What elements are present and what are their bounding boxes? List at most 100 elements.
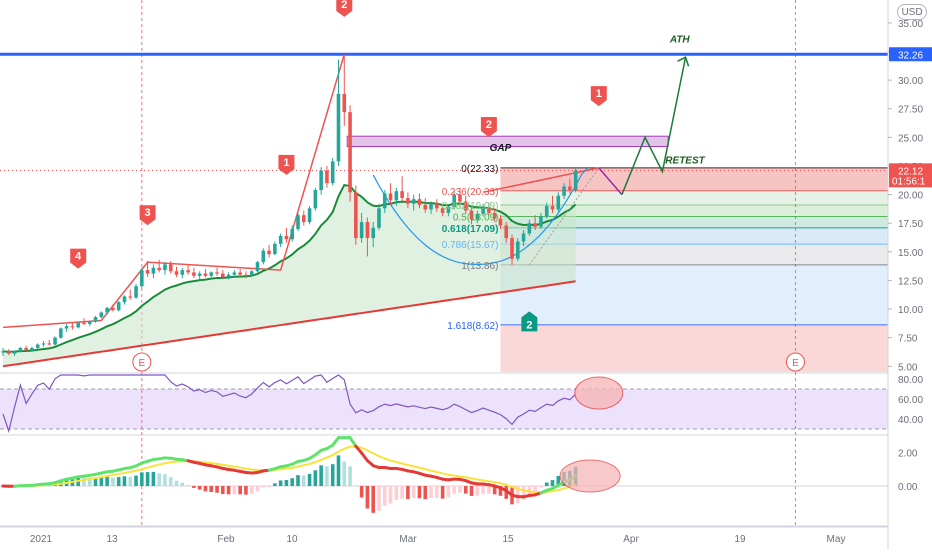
candle-body — [215, 272, 219, 273]
candle-body — [354, 192, 358, 238]
macd-histogram-bar — [157, 473, 161, 486]
candle-body — [568, 187, 572, 190]
candle-body — [71, 326, 75, 327]
macd-histogram-bar — [383, 486, 387, 506]
wave-label-text: 2 — [341, 0, 347, 11]
macd-histogram-bar — [348, 466, 352, 486]
candle-body — [308, 208, 312, 222]
candle-body — [557, 196, 561, 210]
candle-body — [88, 322, 92, 324]
price-tick-label: 30.00 — [898, 76, 923, 87]
time-tick-label: Mar — [399, 534, 417, 545]
candle-body — [331, 161, 335, 183]
macd-histogram-bar — [198, 486, 202, 490]
candle-body — [516, 242, 520, 259]
time-tick-label: 19 — [734, 534, 746, 545]
fib-level-label: 1.618(8.62) — [447, 321, 498, 332]
fib-zone — [500, 325, 888, 372]
candle-body — [36, 345, 40, 348]
candle-body — [47, 343, 51, 344]
macd-histogram-bar — [267, 486, 271, 487]
macd-histogram-bar — [186, 485, 190, 486]
candle-body — [13, 351, 17, 353]
macd-histogram-bar — [395, 486, 399, 500]
candle-body — [551, 206, 555, 209]
time-tick-label: Apr — [623, 534, 639, 545]
ath-annotation: ATH — [669, 34, 691, 45]
macd-histogram-bar — [175, 481, 179, 486]
candle-body — [383, 193, 387, 208]
macd-histogram-bar — [209, 486, 213, 492]
candle-body — [290, 229, 294, 239]
macd-histogram-bar — [371, 486, 375, 513]
price-tick-label: 27.50 — [898, 105, 923, 116]
macd-highlight — [560, 460, 620, 492]
macd-histogram-bar — [406, 486, 410, 499]
candle-body — [152, 268, 156, 274]
rsi-highlight — [575, 377, 623, 409]
candle-body — [296, 215, 300, 229]
candle-body — [371, 228, 375, 238]
price-tick-label: 12.50 — [898, 276, 923, 287]
macd-histogram-bar — [256, 486, 260, 491]
candle-body — [522, 234, 526, 242]
candle-body — [325, 171, 329, 184]
candle-body — [221, 274, 225, 277]
candle-body — [574, 171, 578, 190]
fib-level-label: 0(22.33) — [461, 164, 498, 175]
candle-body — [76, 323, 80, 328]
macd-histogram-bar — [279, 480, 283, 486]
macd-histogram-bar — [429, 486, 433, 498]
candle-body — [389, 193, 393, 200]
candle-body — [250, 271, 254, 276]
candle-body — [262, 251, 266, 262]
candle-body — [279, 236, 283, 244]
earnings-marker-text: E — [792, 358, 799, 369]
macd-histogram-bar — [441, 486, 445, 499]
price-tick-label: 5.00 — [898, 362, 918, 373]
macd-tick-label: 0.00 — [898, 482, 918, 493]
macd-histogram-bar — [105, 477, 109, 486]
price-tick-label: 20.00 — [898, 191, 923, 202]
macd-histogram-bar — [545, 483, 549, 486]
candle-body — [348, 112, 352, 192]
macd-histogram-bar — [128, 477, 132, 486]
wave-label-text: 1 — [596, 88, 602, 100]
candle-body — [285, 236, 289, 239]
macd-histogram-bar — [134, 476, 138, 486]
macd-histogram-bar — [551, 480, 555, 486]
candle-body — [435, 204, 439, 209]
candle-body — [302, 215, 306, 222]
rsi-tick-label: 80.00 — [898, 375, 923, 386]
macd-histogram-bar — [285, 480, 289, 486]
candle-body — [406, 198, 410, 204]
candle-body — [7, 351, 11, 353]
earnings-marker-text: E — [138, 358, 145, 369]
candle-body — [337, 94, 341, 162]
candle-body — [412, 199, 416, 204]
candle-body — [238, 272, 242, 274]
retest-annotation: RETEST — [665, 156, 705, 167]
candle-body — [510, 238, 514, 259]
macd-histogram-bar — [418, 486, 422, 498]
macd-histogram-bar — [100, 477, 104, 486]
fib-level-label: 0.236(20.33) — [442, 187, 499, 198]
currency-badge[interactable]: USD — [897, 4, 927, 20]
macd-histogram-bar — [412, 486, 416, 498]
candle-body — [128, 296, 132, 297]
candle-body — [314, 190, 318, 208]
macd-histogram-bar — [273, 483, 277, 486]
candle-body — [146, 270, 150, 273]
price-tick-label: 15.00 — [898, 248, 923, 259]
candle-body — [198, 274, 202, 276]
candle-body — [117, 302, 121, 310]
macd-histogram-bar — [181, 483, 185, 486]
macd-histogram-bar — [389, 486, 393, 504]
fib-level-label: 0.618(17.09) — [442, 224, 499, 235]
macd-histogram-bar — [296, 475, 300, 486]
macd-tick-label: 2.00 — [898, 449, 918, 460]
fib-level-label: 1(13.86) — [461, 261, 498, 272]
time-tick-label: May — [827, 534, 846, 545]
candle-body — [377, 208, 381, 227]
macd-histogram-bar — [308, 474, 312, 486]
